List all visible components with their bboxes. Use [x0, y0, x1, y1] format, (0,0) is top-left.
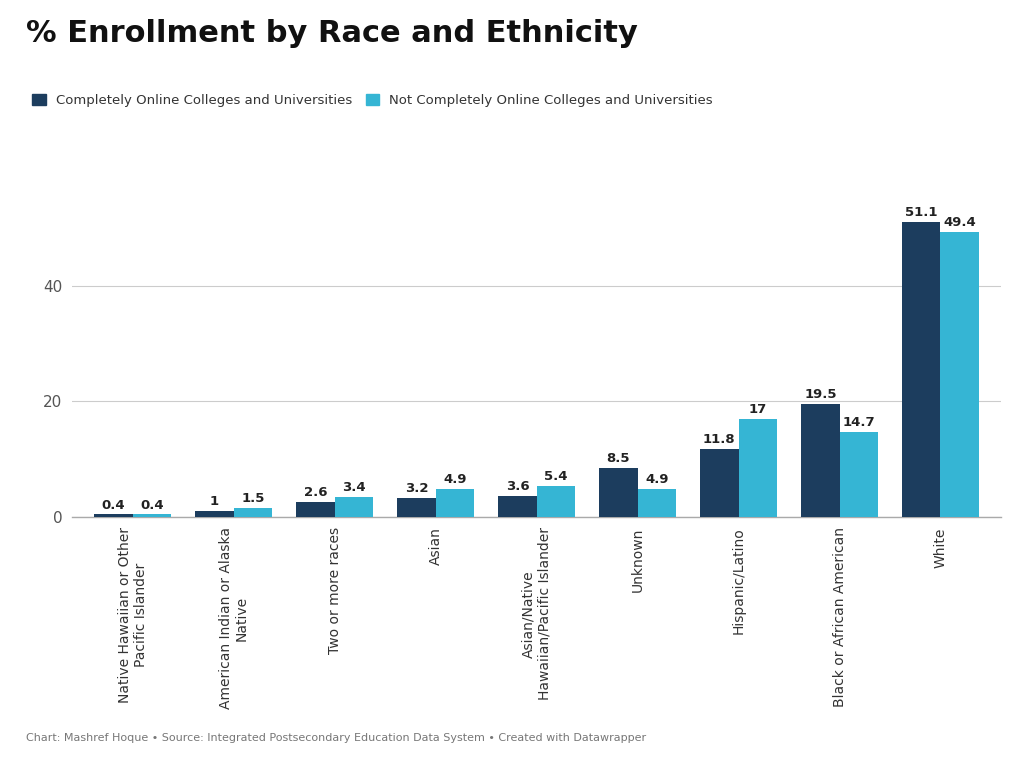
Text: 3.4: 3.4: [342, 481, 365, 494]
Bar: [133, 515, 171, 517]
Text: 0.4: 0.4: [140, 499, 164, 511]
Bar: [498, 496, 537, 517]
Bar: [902, 222, 940, 517]
Text: % Enrollment by Race and Ethnicity: % Enrollment by Race and Ethnicity: [26, 19, 638, 48]
Bar: [334, 497, 374, 517]
Text: 17: 17: [748, 403, 767, 416]
Legend: Completely Online Colleges and Universities, Not Completely Online Colleges and : Completely Online Colleges and Universit…: [32, 94, 713, 107]
Text: 2.6: 2.6: [303, 486, 327, 499]
Text: 5.4: 5.4: [544, 470, 568, 483]
Bar: [839, 432, 878, 517]
Bar: [638, 489, 676, 517]
Text: 1.5: 1.5: [241, 492, 264, 505]
Bar: [95, 515, 133, 517]
Bar: [436, 489, 474, 517]
Text: 19.5: 19.5: [804, 388, 837, 401]
Bar: [700, 448, 739, 517]
Bar: [195, 511, 234, 517]
Text: 0.4: 0.4: [102, 499, 126, 511]
Text: Chart: Mashref Hoque • Source: Integrated Postsecondary Education Data System • : Chart: Mashref Hoque • Source: Integrate…: [26, 733, 646, 743]
Text: 49.4: 49.4: [943, 216, 976, 229]
Text: 1: 1: [211, 496, 219, 508]
Text: 4.9: 4.9: [443, 473, 466, 486]
Bar: [801, 404, 839, 517]
Text: 11.8: 11.8: [703, 433, 736, 446]
Text: 14.7: 14.7: [842, 416, 875, 429]
Bar: [296, 502, 334, 517]
Bar: [940, 232, 978, 517]
Bar: [537, 486, 575, 517]
Bar: [397, 499, 436, 517]
Text: 51.1: 51.1: [905, 206, 937, 220]
Bar: [600, 468, 638, 517]
Text: 4.9: 4.9: [645, 473, 669, 486]
Text: 3.2: 3.2: [405, 483, 428, 496]
Text: 3.6: 3.6: [506, 480, 529, 493]
Bar: [234, 508, 272, 517]
Bar: [739, 419, 777, 517]
Text: 8.5: 8.5: [607, 452, 631, 465]
